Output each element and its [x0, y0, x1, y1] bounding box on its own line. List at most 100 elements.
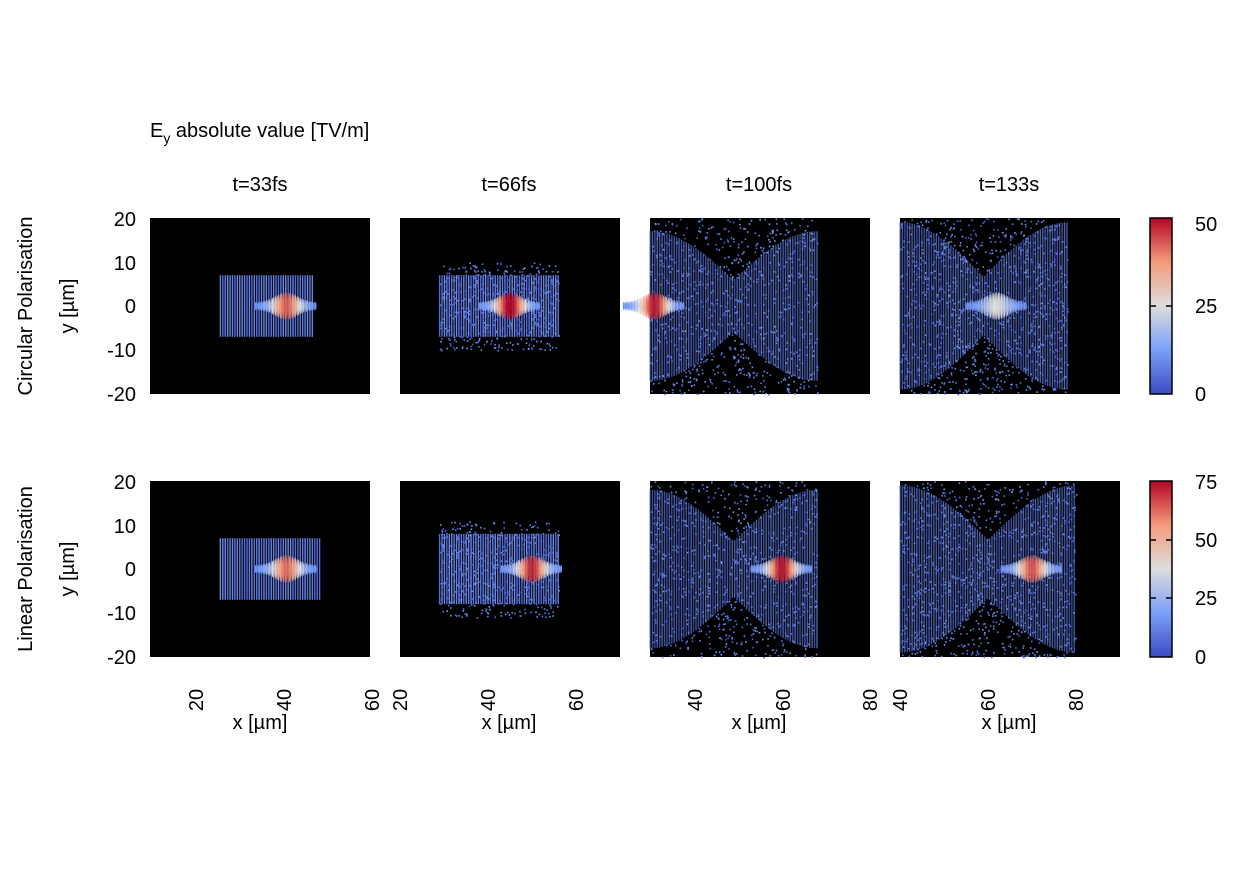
- heatmap-cell: [968, 505, 970, 507]
- heatmap-core: [757, 564, 759, 574]
- heatmap-cell: [529, 344, 531, 346]
- heatmap-cell: [980, 371, 982, 373]
- heatmap-cell: [775, 234, 777, 236]
- heatmap-core: [298, 560, 300, 579]
- heatmap-cell: [742, 483, 744, 485]
- heatmap-cell: [974, 358, 976, 360]
- heatmap-cell: [454, 339, 456, 341]
- heatmap-core: [264, 564, 266, 575]
- heatmap-core: [310, 301, 312, 311]
- heatmap-core: [774, 557, 776, 581]
- heatmap-cell: [711, 353, 713, 355]
- heatmap-cell: [747, 386, 749, 388]
- heatmap-cell: [476, 525, 478, 527]
- heatmap-cell: [1038, 221, 1040, 223]
- heatmap-cell: [965, 481, 967, 483]
- heatmap-cell: [989, 237, 991, 239]
- heatmap-cell: [760, 247, 762, 249]
- heatmap-cell: [732, 334, 734, 336]
- heatmap-cell: [747, 246, 749, 248]
- heatmap-cell: [748, 372, 750, 374]
- heatmap-cell: [992, 496, 994, 498]
- heatmap-cell: [751, 386, 753, 388]
- heatmap-cell: [494, 344, 496, 346]
- heatmap-cell: [742, 265, 744, 267]
- heatmap-cell: [969, 254, 971, 256]
- heatmap-cell: [951, 372, 953, 374]
- heatmap-cell: [552, 347, 554, 349]
- heatmap-cell: [789, 652, 791, 654]
- heatmap-cell: [767, 495, 769, 497]
- heatmap-cell: [763, 252, 765, 254]
- heatmap-cell: [990, 529, 992, 531]
- heatmap-cell: [1017, 218, 1019, 220]
- heatmap-cell: [700, 630, 702, 632]
- heatmap-core: [528, 300, 530, 313]
- heatmap-cell: [764, 509, 766, 511]
- heatmap-cell: [993, 235, 995, 237]
- heatmap-cell: [523, 268, 525, 270]
- heatmap-core: [649, 293, 651, 319]
- heatmap-cell: [462, 610, 464, 612]
- heatmap-core: [789, 557, 791, 581]
- heatmap-core: [652, 292, 654, 320]
- y-ticks-top: 20 10 0 -10 -20: [107, 209, 136, 406]
- heatmap-cell: [702, 219, 704, 221]
- heatmap-core: [778, 555, 780, 582]
- heatmap-cell: [1012, 626, 1014, 628]
- heatmap-cell: [1075, 638, 1077, 640]
- heatmap-cell: [555, 532, 557, 534]
- heatmap-cell: [973, 363, 975, 365]
- heatmap-core: [550, 563, 552, 576]
- heatmap-cell: [706, 359, 708, 361]
- heatmap-cell: [974, 372, 976, 374]
- heatmap-cell: [540, 341, 542, 343]
- row-label-linear: Linear Polarisation: [15, 486, 37, 652]
- heatmap-core: [758, 564, 760, 574]
- heatmap-cell: [552, 271, 554, 273]
- heatmap-cell: [696, 370, 698, 372]
- heatmap-core: [783, 555, 785, 583]
- heatmap-cell: [987, 612, 989, 614]
- heatmap-cell: [463, 608, 465, 610]
- heatmap-cell: [965, 237, 967, 239]
- heatmap-cell: [953, 638, 955, 640]
- heatmap-cell: [783, 379, 785, 381]
- heatmap-cell: [692, 369, 694, 371]
- heatmap-core: [310, 564, 312, 574]
- heatmap-cell: [1041, 221, 1043, 223]
- heatmap-cell: [1034, 654, 1036, 656]
- heatmap-cell: [686, 641, 688, 643]
- heatmap-cell: [987, 368, 989, 370]
- heatmap-core: [505, 293, 507, 319]
- heatmap-cell: [911, 390, 913, 392]
- heatmap-cell: [525, 613, 527, 615]
- heatmap-cell: [987, 347, 989, 349]
- heatmap-cell: [1065, 391, 1067, 393]
- heatmap-cell: [1000, 356, 1002, 358]
- heatmap-cell: [963, 392, 965, 394]
- heatmap-cell: [728, 231, 730, 233]
- heatmap-cell: [934, 384, 936, 386]
- heatmap-cell: [538, 270, 540, 272]
- heatmap-core: [283, 555, 285, 582]
- heatmap-cell: [549, 345, 551, 347]
- heatmap-cell: [442, 531, 444, 533]
- heatmap-core: [669, 298, 671, 313]
- heatmap-cell: [1010, 235, 1012, 237]
- heatmap-core: [478, 302, 480, 310]
- heatmap-cell: [968, 225, 970, 227]
- heatmap-cell: [544, 608, 546, 610]
- heatmap-core: [303, 562, 305, 576]
- heatmap-cell: [774, 637, 776, 639]
- heatmap-cell: [982, 372, 984, 374]
- heatmap-cell: [995, 241, 997, 243]
- heatmap-cell: [970, 234, 972, 236]
- heatmap-cell: [471, 604, 473, 606]
- heatmap-cell: [531, 339, 533, 341]
- heatmap-cell: [994, 490, 996, 492]
- heatmap-core: [978, 300, 980, 313]
- heatmap-cell: [478, 346, 480, 348]
- heatmap-cell: [679, 648, 681, 650]
- heatmap-cell: [736, 258, 738, 260]
